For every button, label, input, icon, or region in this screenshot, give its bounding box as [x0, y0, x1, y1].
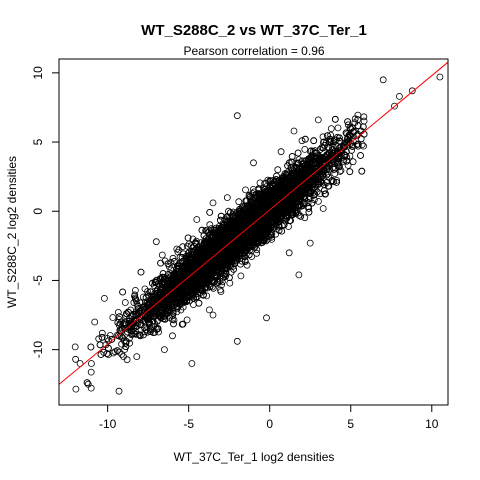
data-point — [288, 158, 296, 166]
data-point — [226, 279, 234, 287]
data-point — [295, 156, 303, 164]
data-point — [137, 268, 145, 276]
data-point — [243, 261, 251, 269]
data-point — [330, 178, 338, 186]
data-point — [173, 308, 181, 316]
data-point — [130, 299, 138, 307]
data-point — [131, 286, 139, 294]
data-point — [121, 299, 129, 306]
data-point — [310, 137, 318, 145]
data-point — [98, 329, 106, 337]
data-point — [195, 299, 203, 307]
data-point — [120, 353, 127, 361]
data-point — [217, 288, 225, 296]
data-point — [301, 145, 309, 153]
data-point — [268, 235, 276, 243]
data-point — [223, 194, 231, 202]
data-point — [136, 332, 144, 340]
data-point — [238, 257, 246, 265]
data-point — [349, 158, 357, 166]
data-point — [334, 124, 342, 132]
data-point — [118, 350, 126, 358]
data-point — [285, 223, 292, 230]
data-point — [331, 115, 339, 123]
data-point — [242, 186, 249, 194]
data-point — [253, 246, 261, 254]
data-point — [87, 384, 95, 392]
data-point — [333, 176, 341, 184]
data-point — [72, 385, 80, 393]
data-point — [349, 132, 357, 140]
data-point — [253, 249, 261, 257]
data-point — [87, 343, 95, 351]
data-point — [344, 161, 352, 169]
data-point — [109, 314, 117, 321]
data-point — [298, 137, 306, 145]
data-point — [144, 288, 151, 295]
points-layer — [71, 73, 444, 395]
data-point — [169, 254, 177, 262]
data-point — [123, 356, 131, 364]
data-point — [95, 335, 103, 343]
data-point — [358, 141, 366, 149]
chart-subtitle: Pearson correlation = 0.96 — [183, 44, 324, 58]
data-point — [203, 292, 211, 300]
data-point — [121, 346, 129, 353]
data-point — [205, 306, 213, 314]
data-point — [318, 179, 326, 187]
data-point — [327, 125, 335, 133]
data-point — [237, 272, 245, 280]
data-point — [269, 177, 277, 184]
data-point — [280, 221, 288, 229]
data-point — [348, 146, 356, 154]
data-point — [301, 214, 309, 222]
data-point — [183, 316, 191, 324]
data-point — [314, 197, 322, 205]
chart-title: WT_S288C_2 vs WT_37C_Ter_1 — [141, 22, 367, 39]
data-point — [327, 131, 335, 139]
data-point — [155, 328, 163, 336]
data-point — [168, 316, 176, 324]
data-point — [72, 355, 79, 363]
data-point — [304, 199, 312, 207]
data-point — [343, 153, 351, 161]
data-point — [337, 167, 345, 174]
data-point — [235, 198, 243, 206]
data-point — [135, 331, 143, 339]
data-point — [114, 308, 122, 316]
data-point — [272, 230, 280, 238]
data-point — [189, 301, 197, 309]
data-point — [325, 182, 333, 190]
data-point — [158, 251, 166, 259]
data-point — [96, 341, 104, 349]
data-point — [87, 368, 95, 376]
data-point — [311, 147, 319, 155]
data-point — [336, 168, 344, 175]
data-point — [192, 237, 200, 245]
data-point — [142, 326, 150, 334]
data-point — [256, 179, 264, 187]
data-point — [206, 221, 214, 229]
data-point — [360, 113, 368, 121]
data-point — [307, 147, 315, 155]
